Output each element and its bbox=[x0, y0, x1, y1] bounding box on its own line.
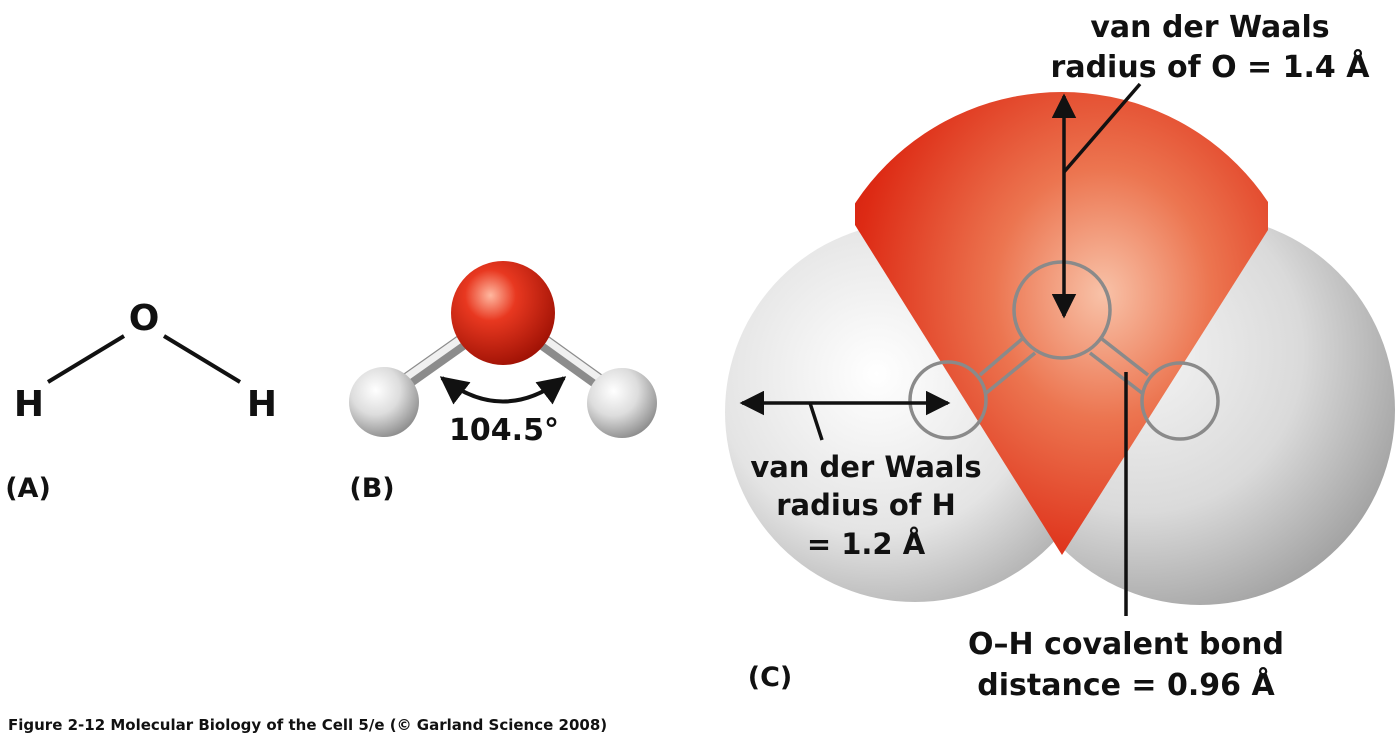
bond-angle-label: 104.5° bbox=[449, 413, 559, 448]
hydrogen-radius-line3: = 1.2 Å bbox=[807, 527, 926, 561]
panel-b-label: (B) bbox=[349, 473, 394, 504]
oxygen-ball bbox=[451, 261, 555, 365]
hydrogen-radius-line2: radius of H bbox=[776, 488, 955, 522]
bond-distance-line1: O–H covalent bond bbox=[968, 627, 1284, 662]
oxygen-radius-line1: van der Waals bbox=[1090, 10, 1329, 45]
bond-line-left bbox=[46, 334, 126, 384]
oxygen-symbol: O bbox=[129, 298, 160, 339]
hydrogen-radius-line1: van der Waals bbox=[750, 450, 981, 484]
oxygen-radius-line2: radius of O = 1.4 Å bbox=[1051, 48, 1371, 85]
hydrogen-symbol-left: H bbox=[14, 384, 44, 425]
panel-a-label: (A) bbox=[5, 473, 51, 504]
hydrogen-radius-leader bbox=[808, 402, 824, 441]
panel-c-label: (C) bbox=[748, 662, 793, 693]
panel-c-space-filling: van der Waals radius of O = 1.4 Å van de… bbox=[725, 10, 1395, 703]
bond-angle-arc bbox=[439, 376, 567, 405]
bond-line-right bbox=[162, 334, 242, 384]
panel-a-structural-formula: O H H (A) bbox=[5, 298, 277, 504]
hydrogen-ball-left bbox=[349, 367, 419, 437]
hydrogen-symbol-right: H bbox=[247, 384, 277, 425]
bond-distance-line2: distance = 0.96 Å bbox=[977, 666, 1275, 703]
oxygen-radius-leader bbox=[1062, 82, 1142, 174]
hydrogen-ball-right bbox=[587, 368, 657, 438]
figure-caption: Figure 2-12 Molecular Biology of the Cel… bbox=[8, 716, 608, 734]
panel-b-ball-and-stick: 104.5° (B) bbox=[349, 261, 657, 504]
